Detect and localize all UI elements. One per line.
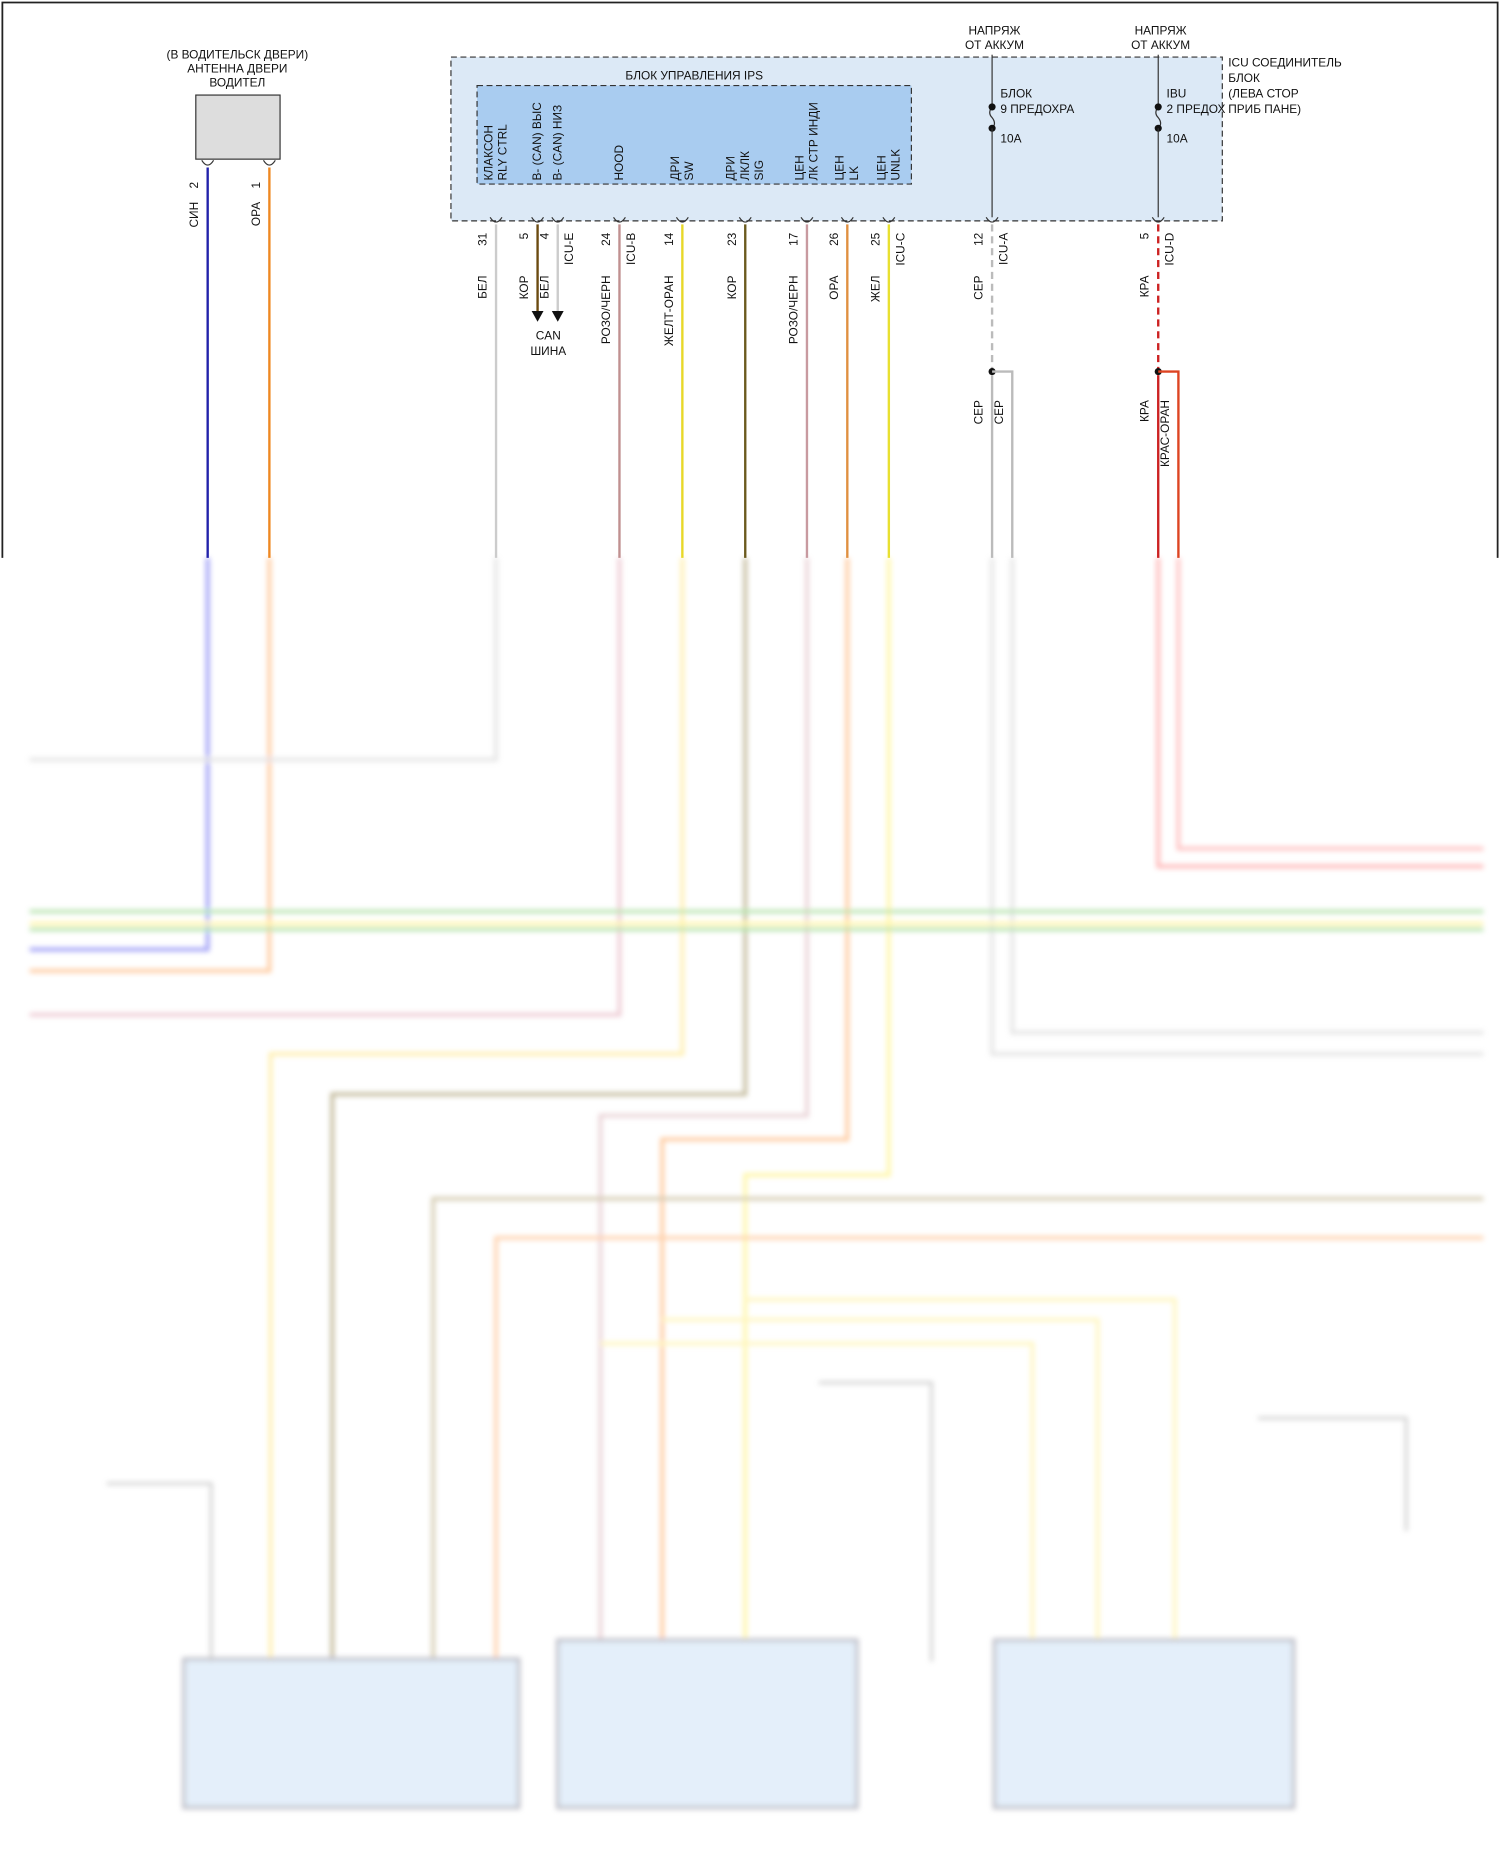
- pin-label: ЛКЛК: [738, 151, 752, 180]
- wire-color: РОЗО/ЧЕРН: [786, 275, 800, 344]
- wire-color: ОРА: [249, 202, 263, 226]
- terminal: [489, 216, 503, 223]
- fuse-rating: 10A: [1167, 132, 1188, 146]
- terminal: [201, 159, 215, 166]
- fuse-label: БЛОК: [1000, 86, 1032, 100]
- pin-number: 24: [599, 232, 613, 246]
- pin-number: 2: [187, 182, 201, 189]
- pin-label: КЛАКСОН: [481, 125, 495, 180]
- pin-label: SW: [682, 161, 696, 181]
- wire-color: СЕР: [992, 400, 1006, 424]
- fuse-label: IBU: [1167, 86, 1187, 100]
- terminal: [985, 216, 999, 223]
- terminal: [551, 216, 565, 223]
- pin-label: ДРИ: [724, 156, 738, 180]
- wire-color: ОРА: [827, 275, 841, 299]
- antenna-title: (В ВОДИТЕЛЬСК ДВЕРИ): [167, 47, 309, 61]
- can-bus-label: CAN: [536, 329, 561, 343]
- pin-number: 23: [725, 232, 739, 246]
- terminal: [613, 216, 626, 223]
- connector-label: ICU-A: [997, 233, 1011, 265]
- wire-color: РОЗО/ЧЕРН: [599, 275, 613, 344]
- fuse-label: 2 ПРЕДОХ: [1167, 102, 1226, 116]
- wire-color: БЕЛ: [476, 275, 490, 298]
- connector-label: ICU-D: [1163, 233, 1177, 266]
- frame: [1, 1, 1499, 558]
- wire-color: КОР: [517, 275, 531, 299]
- antenna-title: АНТЕННА ДВЕРИ: [187, 62, 287, 76]
- lower-diagram: [29, 557, 1484, 1810]
- icu-block-label: БЛОК: [1228, 71, 1260, 85]
- pin-number: 5: [517, 232, 531, 239]
- wire-color: СЕР: [972, 400, 986, 424]
- splice: [1154, 103, 1162, 111]
- terminal: [800, 216, 814, 223]
- pin-number: 12: [972, 233, 986, 246]
- can-bus-label: ШИНА: [530, 344, 566, 358]
- wire-color: ЖЕЛТ-ОРАН: [662, 275, 676, 346]
- pin-number: 17: [786, 233, 800, 246]
- icu-block-label: ICU СОЕДИНИТЕЛЬ: [1228, 56, 1342, 70]
- supply-label: НАПРЯЖ: [968, 24, 1020, 38]
- terminal: [675, 216, 689, 223]
- icu-block-label: (ЛЕВА СТОР: [1228, 86, 1298, 100]
- pin-number: 26: [827, 232, 841, 246]
- wire: [1158, 370, 1180, 558]
- icu-block-label: ПРИБ ПАНЕ): [1228, 102, 1301, 116]
- wire-color: КОР: [725, 275, 739, 299]
- wire-color: КРАС-ОРАН: [1158, 400, 1172, 467]
- pin-number: 14: [662, 232, 676, 246]
- terminal: [1151, 216, 1165, 223]
- wire-color: КРА: [1138, 400, 1152, 422]
- splice: [1154, 368, 1162, 376]
- connector-label: ICU-C: [893, 232, 907, 265]
- connector-label: ICU-E: [562, 233, 576, 265]
- wire-color: СЕР: [972, 275, 986, 299]
- pin-label: RLY CTRL: [496, 124, 510, 181]
- pin-label: LK: [847, 166, 861, 181]
- can-arrow: [531, 311, 544, 322]
- splice: [988, 103, 996, 111]
- wire-color: БЕЛ: [537, 275, 551, 298]
- wire-color: СИН: [187, 202, 201, 228]
- pin-label: HOOD: [612, 145, 626, 181]
- pin-label: ДРИ: [668, 156, 682, 180]
- pin-label: ЛК СТР ИНДИ: [807, 102, 821, 180]
- connector-label: ICU-B: [624, 233, 638, 265]
- ips-title: БЛОК УПРАВЛЕНИЯ IPS: [625, 69, 763, 83]
- terminal: [262, 159, 276, 166]
- fuse-rating: 10A: [1000, 132, 1021, 146]
- pin-number: 4: [537, 232, 551, 239]
- pin-number: 31: [476, 232, 490, 246]
- pin-number: 1: [249, 182, 263, 189]
- supply-label: ОТ АККУМ: [965, 38, 1024, 52]
- supply-label: ОТ АККУМ: [1131, 38, 1190, 52]
- pin-label: B- (CAN) ВЫС: [530, 102, 544, 181]
- pin-number: 25: [868, 232, 882, 246]
- fuse-label: 9 ПРЕДОХРА: [1000, 102, 1074, 116]
- terminal: [882, 216, 896, 223]
- pin-label: ЦЕН: [833, 155, 847, 180]
- wire-color: КРА: [1138, 275, 1152, 297]
- terminal: [738, 216, 752, 223]
- antenna-box: [195, 94, 281, 160]
- ips-inner-box: [476, 84, 912, 185]
- terminal: [531, 216, 545, 223]
- pin-label: ЦЕН: [874, 155, 888, 180]
- wire: [992, 370, 1014, 558]
- pin-number: 5: [1138, 232, 1152, 239]
- supply-label: НАПРЯЖ: [1135, 24, 1187, 38]
- pin-label: SIG: [752, 160, 766, 180]
- pin-label: ЦЕН: [792, 155, 806, 180]
- pin-label: UNLK: [889, 149, 903, 181]
- wire-color: ЖЕЛ: [868, 275, 882, 302]
- pin-label: B- (CAN) НИЗ: [550, 105, 564, 181]
- terminal: [840, 216, 854, 223]
- can-arrow: [551, 311, 564, 322]
- antenna-title: ВОДИТЕЛ: [209, 76, 265, 90]
